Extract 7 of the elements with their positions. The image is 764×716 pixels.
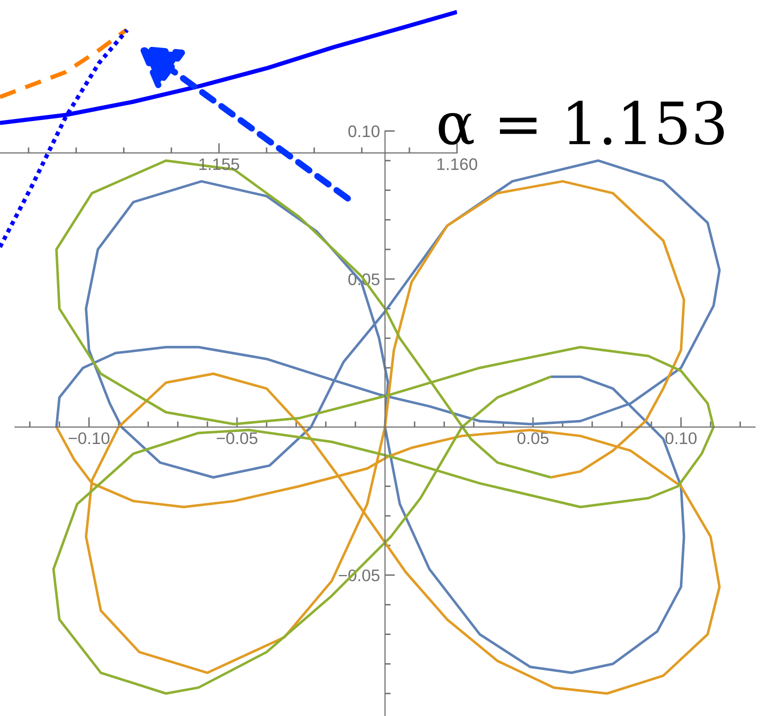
x-tick-label: 0.10 [665,432,697,444]
x-tick-label: −0.05 [216,432,258,444]
y-tick-label: 0.10 [348,125,380,138]
annotation: α = 1.153 [438,100,724,145]
x-tick-label: 0.05 [517,432,549,444]
x-tick-label: 1.160 [437,158,478,170]
x-tick-label: −0.10 [68,432,110,444]
